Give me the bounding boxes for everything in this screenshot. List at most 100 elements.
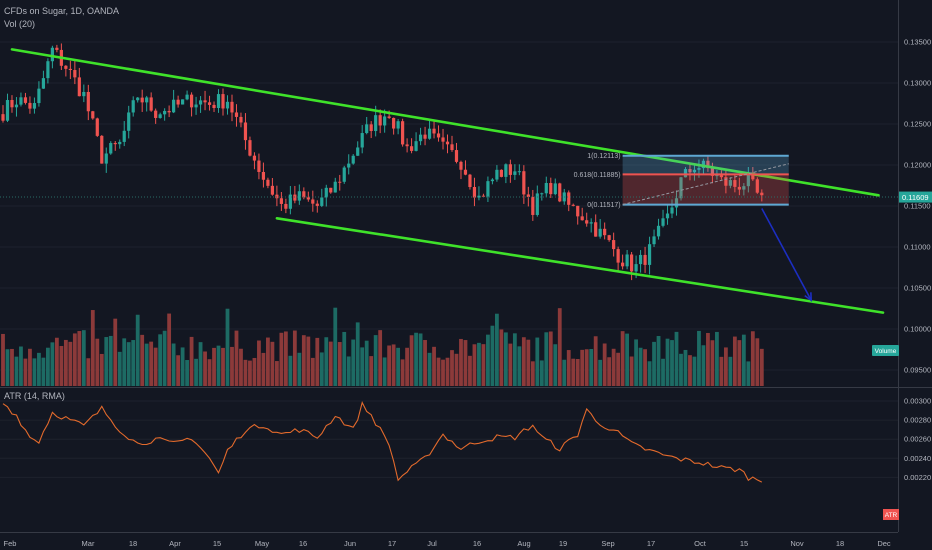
- volume-bar: [144, 343, 149, 386]
- time-tick-label: 16: [473, 539, 481, 548]
- candle: [540, 192, 544, 201]
- volume-bar: [149, 341, 154, 386]
- atr-legend[interactable]: ATR (14, RMA): [4, 391, 65, 401]
- time-tick-label: Dec: [877, 539, 891, 548]
- candle: [454, 142, 459, 164]
- volume-bar: [750, 331, 755, 386]
- volume-bar: [216, 345, 221, 386]
- volume-bar: [117, 351, 122, 386]
- candle: [499, 169, 503, 178]
- volume-bar: [674, 331, 679, 386]
- candle: [414, 132, 418, 152]
- candle: [418, 127, 423, 146]
- candle: [140, 89, 144, 112]
- volume-bar: [647, 361, 652, 386]
- volume-bar: [5, 349, 10, 386]
- volume-bar: [548, 331, 553, 386]
- volume-bar: [248, 360, 252, 386]
- projection-arrow[interactable]: [761, 208, 813, 302]
- volume-bar: [77, 331, 82, 386]
- candle: [172, 89, 176, 114]
- lower-channel-line[interactable]: [275, 217, 885, 314]
- candle: [338, 174, 342, 191]
- volume-legend[interactable]: Vol (20): [4, 19, 35, 29]
- candle: [311, 190, 315, 212]
- candle: [122, 121, 126, 147]
- volume-bar: [373, 335, 378, 386]
- upper-channel-line[interactable]: [10, 48, 880, 197]
- candle: [198, 96, 203, 113]
- candle: [486, 176, 490, 203]
- candle: [14, 97, 19, 117]
- volume-bar: [90, 310, 95, 386]
- volume-bar: [113, 318, 118, 386]
- volume-bar: [450, 350, 454, 386]
- candle: [82, 84, 86, 103]
- volume-bar: [418, 333, 423, 386]
- candle: [405, 138, 409, 153]
- price-tick-label: 0.09500: [904, 366, 931, 375]
- volume-bar: [602, 343, 607, 386]
- candle: [742, 183, 746, 196]
- volume-bar: [405, 347, 409, 386]
- volume-bar: [194, 358, 198, 386]
- volume-bar: [441, 359, 445, 386]
- atr-pane[interactable]: 0.00300 0.00280 0.00260 0.00240 0.00220 ATR: [0, 397, 931, 521]
- time-tick-label: Feb: [4, 539, 17, 548]
- volume-bar: [427, 352, 432, 386]
- fib-zone-lower: [622, 174, 789, 205]
- candle: [607, 234, 611, 242]
- volume-bar: [553, 344, 558, 386]
- fibonacci-retracement[interactable]: 1(0.12113) 0.618(0.11885) 0(0.11517): [574, 153, 789, 209]
- volume-bar: [41, 357, 46, 386]
- candle: [41, 70, 46, 89]
- candle: [243, 113, 248, 150]
- candle: [185, 90, 189, 101]
- candle: [504, 163, 508, 184]
- volume-bar: [288, 355, 293, 386]
- volume-bar: [126, 342, 131, 386]
- candle: [19, 92, 23, 107]
- candle: [585, 212, 589, 227]
- volume-bar: [472, 344, 477, 386]
- candle: [109, 141, 113, 155]
- candle: [356, 141, 360, 156]
- volume-bar: [396, 347, 401, 386]
- volume-bar: [423, 340, 427, 386]
- time-axis[interactable]: Feb Mar 18 Apr 15 May 16 Jun 17 Jul 16 Aug 19 Sep 17 Oc…: [4, 539, 891, 548]
- volume-bar: [616, 352, 621, 386]
- candle: [603, 222, 607, 240]
- candle: [342, 165, 346, 184]
- candle: [369, 121, 373, 139]
- candle: [436, 125, 441, 142]
- candle: [571, 203, 575, 207]
- candle: [203, 90, 207, 111]
- volume-bar: [72, 333, 77, 386]
- candle: [598, 219, 602, 239]
- candle: [670, 199, 674, 219]
- volume-bar: [198, 342, 203, 386]
- price-axis[interactable]: 0.13500 0.13000 0.12500 0.12000 0.11500 0.110…: [899, 38, 932, 375]
- candle: [154, 108, 158, 124]
- volume-tag: [872, 345, 899, 356]
- candle: [746, 166, 750, 193]
- candle: [409, 138, 414, 154]
- price-tick-label: 0.10500: [904, 284, 931, 293]
- volume-bar: [643, 349, 647, 386]
- volume-bar: [355, 322, 360, 386]
- volume-bar: [225, 308, 230, 386]
- atr-tick-label: 0.00300: [904, 397, 931, 406]
- chart-legend[interactable]: CFDs on Sugar, 1D, OANDA: [4, 6, 119, 16]
- volume-bar: [477, 342, 481, 386]
- candle: [737, 177, 741, 196]
- candle: [189, 92, 194, 117]
- volume-bar: [360, 347, 365, 386]
- volume-bar: [328, 341, 333, 386]
- symbol-title[interactable]: CFDs on Sugar, 1D, OANDA: [4, 6, 120, 16]
- volume-bar: [409, 335, 414, 386]
- candle: [477, 186, 481, 201]
- volume-bar: [10, 348, 14, 386]
- time-tick-label: Jun: [344, 539, 356, 548]
- candle: [661, 209, 665, 228]
